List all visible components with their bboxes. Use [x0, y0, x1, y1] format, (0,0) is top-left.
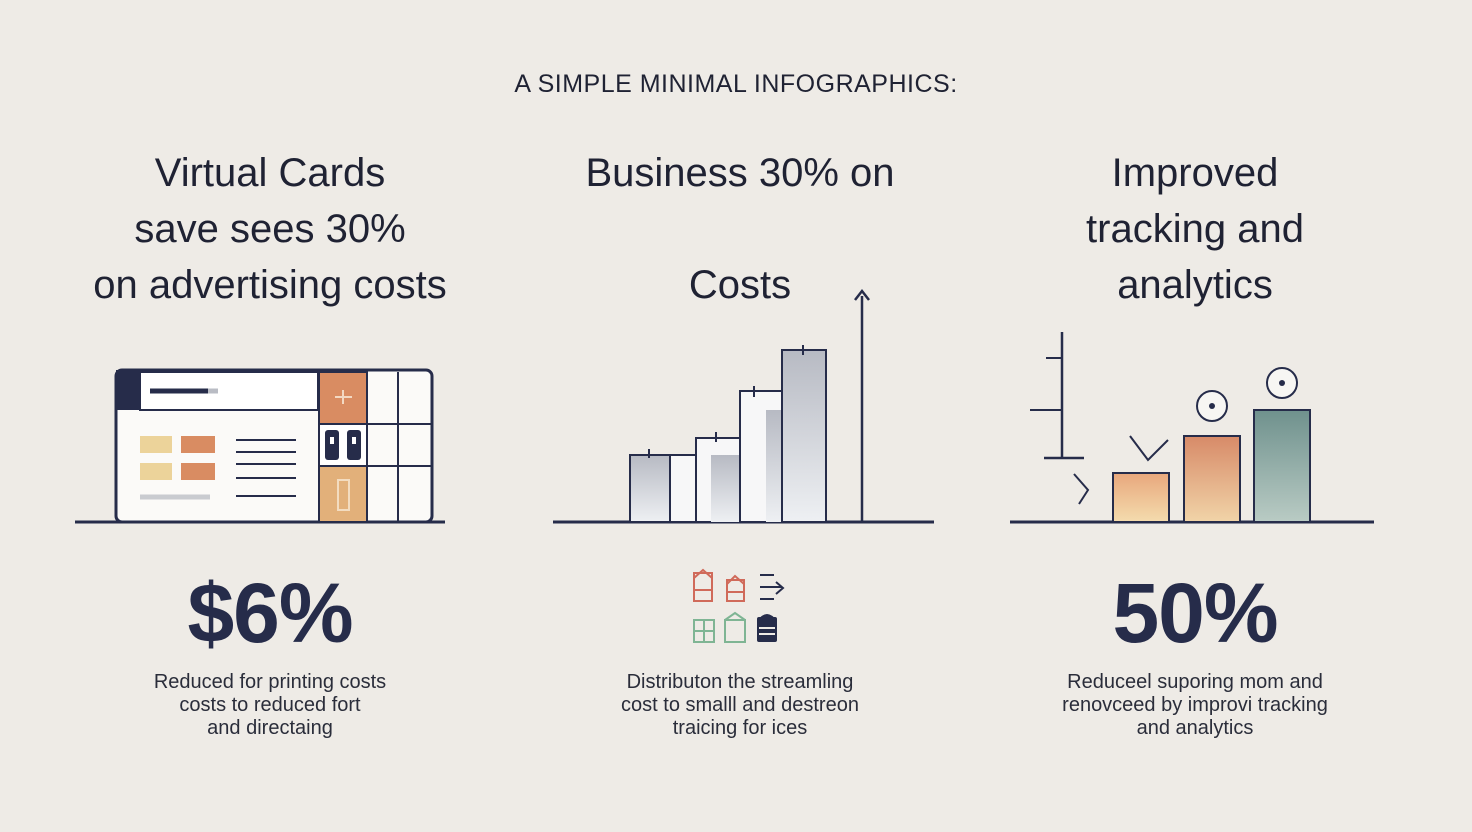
heading-line: tracking and — [1086, 207, 1304, 251]
column-description: Reduced for printing costs costs to redu… — [40, 671, 500, 740]
column-heading: Costs — [688, 263, 792, 307]
analytics-bar-chart-icon — [1010, 332, 1374, 524]
column-heading: Business 30% on — [585, 151, 895, 195]
description-line: and analytics — [1136, 717, 1254, 739]
column-heading: Virtual Cards save sees 30% on advertisi… — [40, 145, 500, 313]
description-line: Reduced for printing costs — [153, 671, 387, 693]
document-icons — [693, 568, 785, 643]
column-heading: Improved tracking and analytics — [980, 145, 1410, 313]
description-line: Reduceel suporing mom and — [1067, 671, 1323, 693]
rising-bar-chart-icon — [553, 288, 934, 643]
column-tracking-analytics: Improved tracking and analytics — [980, 0, 1410, 832]
heading-line: Virtual Cards — [154, 151, 386, 195]
page-title: A SIMPLE MINIMAL INFOGRAPHICS: — [514, 70, 958, 98]
description-line: traicing for ices — [672, 717, 808, 739]
heading-line: analytics — [1117, 263, 1273, 307]
stat-value: $6% — [187, 566, 353, 660]
column-virtual-cards: Virtual Cards save sees 30% on advertisi… — [40, 0, 500, 832]
browser-window-icon — [75, 368, 445, 524]
description-line: costs to reduced fort — [179, 694, 361, 716]
description-line: Distributon the streamling — [626, 671, 854, 693]
column-description: Distributon the streamling cost to small… — [520, 671, 960, 740]
description-line: and directaing — [207, 717, 333, 739]
description-line: renovceed by improvi tracking — [1062, 694, 1328, 716]
heading-line: on advertising costs — [93, 263, 447, 307]
heading-line: Improved — [1111, 151, 1279, 195]
description-line: cost to smalll and destreon — [621, 694, 859, 716]
heading-line: save sees 30% — [134, 207, 406, 251]
stat-value: 50% — [1112, 566, 1278, 660]
column-business-costs: Business 30% on Costs — [520, 0, 960, 832]
column-description: Reduceel suporing mom and renovceed by i… — [980, 671, 1410, 740]
